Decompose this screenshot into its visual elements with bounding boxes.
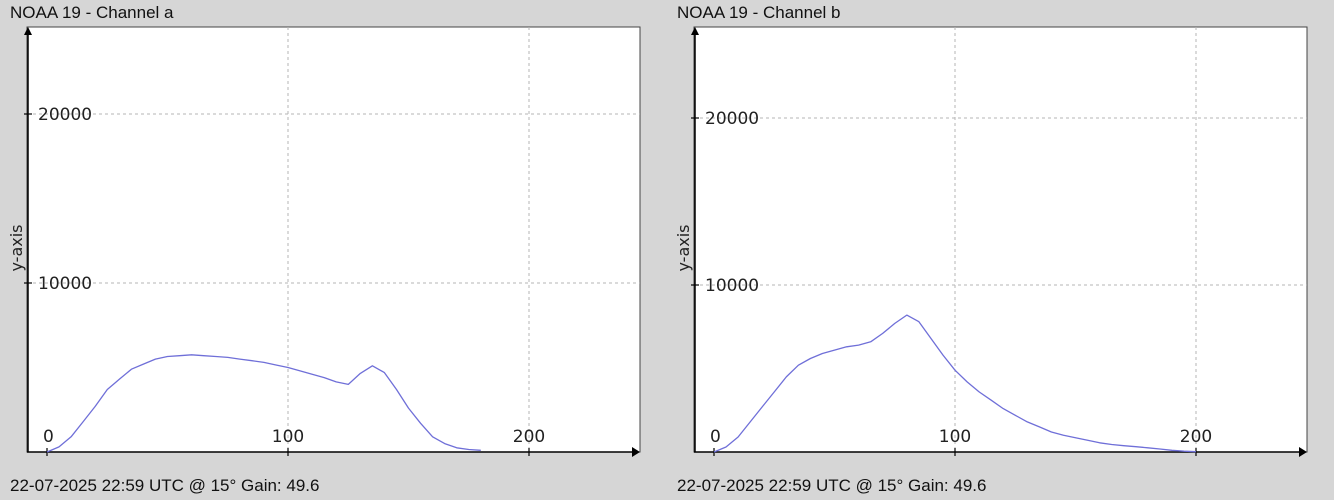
channel-b-chart: 0 100 200 10000 20000 y-axis bbox=[674, 26, 1308, 457]
channel-b-x-tick-label-2: 200 bbox=[1180, 427, 1212, 447]
channel-a-series-line-0 bbox=[46, 354, 481, 453]
channel-a-y-axis-arrow bbox=[24, 27, 32, 35]
channel-a-x-tick-label-0: 0 bbox=[43, 427, 54, 447]
channel-b-title: NOAA 19 - Channel b bbox=[677, 3, 841, 22]
channel-a-y-tick-label-0: 10000 bbox=[38, 274, 92, 294]
channel-b-x-tick-label-0: 0 bbox=[710, 427, 721, 447]
channel-b-footer: 22-07-2025 22:59 UTC @ 15° Gain: 49.6 bbox=[677, 476, 987, 495]
channel-a-footer: 22-07-2025 22:59 UTC @ 15° Gain: 49.6 bbox=[10, 476, 320, 495]
channel-a-x-axis-arrow bbox=[632, 447, 640, 457]
channel-a-chart: 0 100 200 10000 20000 y-axis bbox=[7, 26, 641, 457]
channel-a-plot-area bbox=[26, 26, 641, 453]
channel-a-panel: NOAA 19 - Channel a 0 100 200 10000 20000 y-a… bbox=[7, 3, 641, 495]
channel-b-y-axis-label: y-axis bbox=[674, 224, 693, 271]
channel-b-y-tick-label-1: 20000 bbox=[705, 109, 759, 129]
channel-a-y-axis-label: y-axis bbox=[7, 224, 26, 271]
channel-a-title: NOAA 19 - Channel a bbox=[10, 3, 174, 22]
channel-b-x-axis-arrow bbox=[1299, 447, 1307, 457]
channel-b-plot-area bbox=[693, 26, 1308, 453]
channel-a-y-tick-label-1: 20000 bbox=[38, 105, 92, 125]
channel-b-y-tick-label-0: 10000 bbox=[705, 276, 759, 296]
channel-b-panel: NOAA 19 - Channel b 0 100 200 10000 20000 y-a… bbox=[667, 0, 1334, 500]
channel-a-x-tick-label-2: 200 bbox=[513, 427, 545, 447]
channel-a-x-tick-label-1: 100 bbox=[272, 427, 304, 447]
channel-b-y-axis-arrow bbox=[691, 27, 699, 35]
channel-b-x-tick-label-1: 100 bbox=[939, 427, 971, 447]
channel-b-series-line-0 bbox=[713, 314, 1197, 453]
